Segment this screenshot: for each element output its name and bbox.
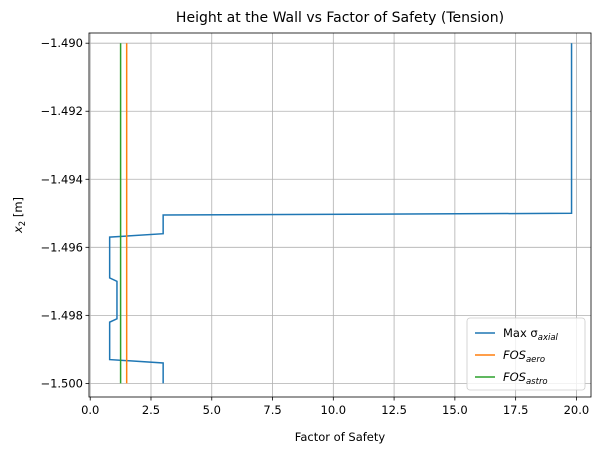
plot-area <box>108 43 573 384</box>
legend-label-sub: axial <box>538 333 559 343</box>
x-tick-label: 7.5 <box>263 403 281 417</box>
y-tick-label: −1.492 <box>40 104 83 118</box>
x-tick-label: 12.5 <box>381 403 407 417</box>
legend-label-axial: Max σaxial <box>503 326 559 343</box>
x-tick-label: 10.0 <box>321 403 347 417</box>
y-axis-label-sub: 2 <box>18 221 28 226</box>
y-tick-label: −1.498 <box>40 308 83 322</box>
grid <box>89 33 591 397</box>
y-tick-label: −1.496 <box>40 240 83 254</box>
legend-label-main: FOS <box>503 370 526 384</box>
x-tick-label: 5.0 <box>203 403 221 417</box>
legend-label-sub: astro <box>526 377 548 387</box>
y-tick-label: −1.490 <box>40 36 83 50</box>
legend-label-sub: aero <box>526 355 545 365</box>
y-axis-ticks: −1.490 −1.492 −1.494 −1.496 −1.498 −1.500 <box>40 36 89 390</box>
x-tick-label: 17.5 <box>503 403 529 417</box>
axes-frame <box>88 32 592 398</box>
x-tick-label: 0.0 <box>81 403 99 417</box>
legend-label-main: Max σ <box>503 326 538 340</box>
legend-label-main: FOS <box>503 348 526 362</box>
legend-label-astro: FOSastro <box>503 370 548 387</box>
x-axis-label: Factor of Safety <box>295 430 386 444</box>
y-tick-label: −1.494 <box>40 172 83 186</box>
legend-label-aero: FOSaero <box>503 348 545 365</box>
y-tick-label: −1.500 <box>40 376 83 390</box>
chart-title: Height at the Wall vs Factor of Safety (… <box>176 10 504 26</box>
y-axis-label: x2 [m] <box>11 197 28 234</box>
x-axis-ticks: 0.0 2.5 5.0 7.5 10.0 12.5 15.0 17.5 20.0 <box>81 397 589 417</box>
x-tick-label: 20.0 <box>564 403 590 417</box>
legend-box <box>466 317 586 391</box>
y-axis-label-unit: [m] <box>11 197 25 221</box>
x-tick-label: 2.5 <box>142 403 160 417</box>
y-axis-label-main: x <box>11 226 25 234</box>
series-line-axial <box>108 43 573 384</box>
x-tick-label: 15.0 <box>442 403 468 417</box>
